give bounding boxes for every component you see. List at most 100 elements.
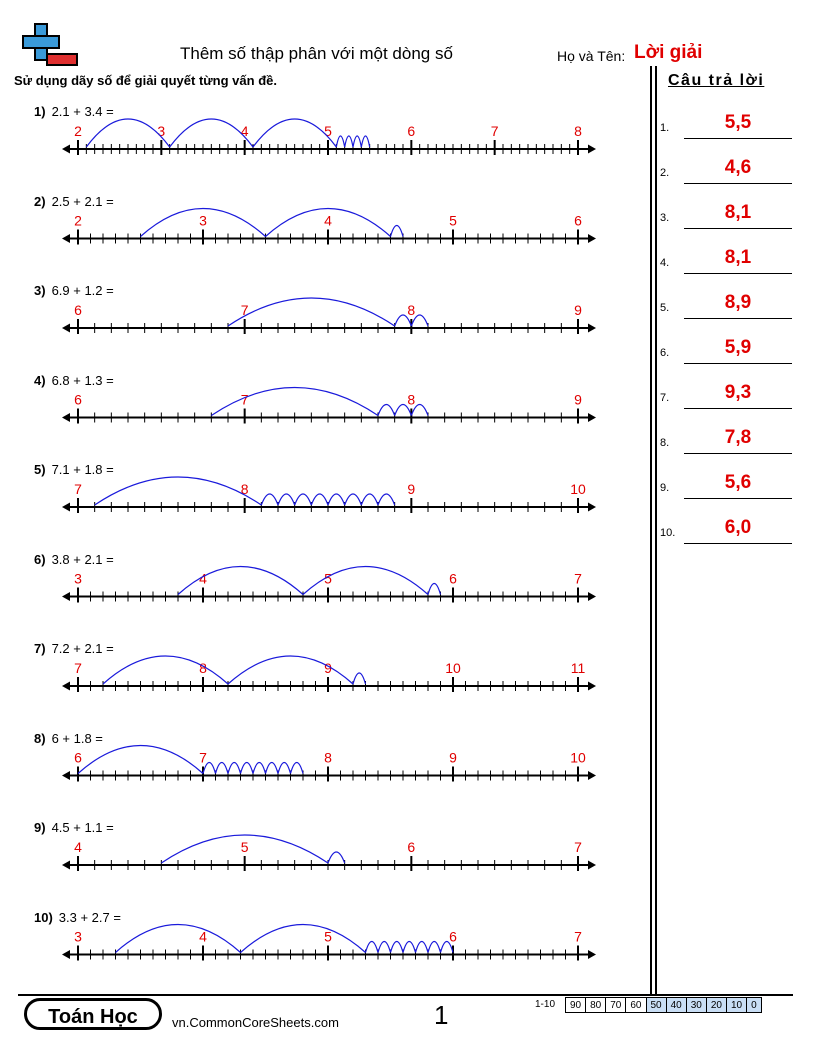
jump-arc-whole: [94, 476, 262, 506]
arrow-left-icon: [62, 413, 70, 422]
tick-label: 8: [199, 660, 207, 676]
tick-label: 6: [449, 571, 457, 587]
jump-arc-tenth: [252, 761, 267, 774]
jump-arc-tenth: [344, 135, 354, 148]
jump-arc-tenth: [335, 135, 346, 148]
jump-arc-tenth: [352, 135, 362, 148]
arrow-left-icon: [62, 771, 70, 780]
arrow-right-icon: [588, 592, 596, 601]
jump-arc-whole: [160, 834, 329, 864]
problem-expression: 6.9 + 1.2 =: [51, 283, 114, 298]
problem-number: 10): [34, 909, 53, 925]
site-link[interactable]: vn.CommonCoreSheets.com: [172, 1015, 339, 1030]
tick-label: 4: [199, 571, 207, 587]
number-line-10: 3 4 5 6 7: [62, 924, 596, 961]
jump-arc-tenth: [344, 493, 362, 506]
jump-arc-tenth: [414, 940, 429, 953]
answer-line: [684, 543, 792, 544]
answer-number: 2.: [660, 167, 670, 179]
problem-10: 10) 3.3 + 2.7 =: [34, 910, 121, 925]
tick-label: 6: [407, 839, 415, 855]
tick-label: 7: [491, 123, 499, 139]
answer-line: [684, 318, 792, 319]
jump-arc-tenth: [402, 940, 417, 953]
tick-label: 8: [324, 750, 332, 766]
answer-value: 9,3: [724, 382, 752, 403]
jump-arc-tenth: [394, 403, 412, 416]
tick-label: 10: [445, 660, 461, 676]
jump-arc-whole: [240, 924, 366, 953]
name-value: Lời giải: [634, 42, 703, 63]
jump-arc-tenth: [289, 761, 304, 774]
arrow-left-icon: [62, 950, 70, 959]
problem-expression: 6.8 + 1.3 =: [51, 372, 114, 388]
jump-arc-tenth: [377, 403, 396, 416]
brand-badge: Toán Học: [24, 998, 162, 1030]
tick-label: 4: [324, 213, 332, 229]
problem-number: 6): [34, 551, 46, 567]
problem-1: 1) 2.1 + 3.4 =: [34, 104, 114, 119]
jump-arc-whole: [210, 386, 379, 416]
jump-arc-whole: [252, 118, 337, 148]
problem-4: 4) 6.8 + 1.3 =: [34, 373, 114, 388]
jump-arc-tenth: [364, 940, 379, 953]
tick-label: 6: [449, 929, 457, 945]
answer-line: [684, 363, 792, 364]
arrow-right-icon: [588, 413, 596, 422]
problem-number: 1): [34, 104, 46, 119]
tick-label: 8: [241, 481, 249, 497]
problem-expression: 4.5 + 1.1 =: [51, 820, 114, 835]
score-cell: 30: [685, 997, 707, 1013]
tick-label: 5: [449, 213, 457, 229]
tick-label: 6: [74, 392, 82, 408]
tick-label: 3: [74, 929, 82, 945]
arrow-left-icon: [62, 860, 70, 870]
score-cell: 10: [725, 997, 748, 1013]
tick-label: 3: [157, 123, 165, 139]
page-number: 1: [434, 1000, 449, 1030]
problem-expression: 2.5 + 2.1 =: [51, 193, 114, 209]
jump-arc-whole: [302, 566, 429, 595]
answer-line: [684, 273, 792, 274]
jump-arc-tenth: [360, 135, 371, 148]
jump-arc-tenth: [202, 761, 217, 774]
problem-2: 2) 2.5 + 2.1 =: [34, 194, 114, 209]
tick-label: 6: [74, 302, 82, 318]
tick-label: 3: [74, 571, 82, 587]
jump-arc-tenth: [410, 403, 429, 416]
answer-number: 1.: [660, 122, 670, 134]
number-line-3: 6 7 8 9: [62, 297, 596, 334]
jump-arc-tenth: [377, 493, 396, 506]
tick-label: 10: [570, 481, 586, 497]
answer-number: 6.: [660, 347, 670, 359]
problem-6: 6) 3.8 + 2.1 =: [34, 552, 114, 567]
answer-number: 8.: [660, 437, 670, 449]
jump-arc-tenth: [294, 493, 312, 506]
column-divider: [655, 66, 657, 994]
tick-label: 7: [574, 839, 582, 855]
problem-expression: 3.3 + 2.7 =: [58, 909, 121, 925]
jump-arc-tenth: [227, 761, 242, 774]
answer-number: 10.: [660, 527, 676, 539]
jump-arc-tenth: [377, 940, 392, 953]
number-line-5: 7 8 9 10: [62, 476, 596, 513]
jump-arc-tenth: [277, 493, 296, 506]
answer-value: 8,1: [724, 202, 752, 223]
instruction-text: Sử dụng dãy số để giải quyết từng vấn đề…: [14, 73, 277, 88]
arrow-left-icon: [62, 592, 70, 601]
tick-label: 4: [199, 929, 207, 945]
column-divider: [650, 66, 652, 994]
arrow-left-icon: [62, 144, 70, 154]
problem-number: 3): [34, 283, 46, 298]
problem-expression: 2.1 + 3.4 =: [51, 104, 114, 119]
problem-expression: 7.2 + 2.1 =: [51, 641, 114, 656]
tick-label: 7: [241, 392, 249, 408]
number-line-4: 6 7 8 9: [62, 386, 596, 424]
jump-arc-tenth: [389, 940, 404, 953]
jump-arc-tenth: [427, 940, 442, 953]
answer-line: [684, 138, 792, 139]
answer-line: [684, 408, 792, 409]
tick-label: 9: [407, 481, 415, 497]
jump-arc-tenth: [327, 851, 346, 864]
tick-label: 6: [407, 123, 415, 139]
